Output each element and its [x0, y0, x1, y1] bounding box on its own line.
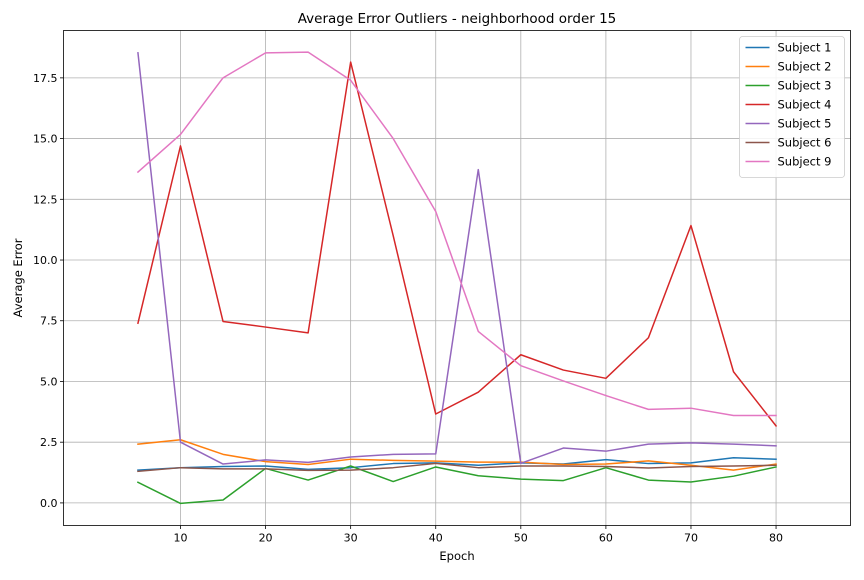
y-tick-label: 2.5 [40, 436, 58, 449]
grid-lines [63, 30, 851, 526]
legend: Subject 1 Subject 2 Subject 3 Subject 4 Subj… [739, 36, 845, 178]
x-tick-label: 10 [173, 532, 187, 545]
series-line-subject-4 [137, 61, 778, 427]
x-tick-label: 30 [344, 532, 358, 545]
series-line-subject-2 [137, 439, 777, 471]
series-line-subject-3 [136, 465, 777, 505]
series-lines [136, 51, 778, 505]
y-tick-label: 17.5 [33, 72, 58, 85]
y-tick-label: 10.0 [33, 254, 58, 267]
legend-label: Subject 2 [778, 60, 832, 74]
chart-title: Average Error Outliers - neighborhood or… [298, 11, 617, 27]
legend-item: Subject 9 [745, 155, 832, 169]
legend-item: Subject 6 [745, 136, 832, 150]
x-tick-label: 40 [429, 532, 443, 545]
y-tick-label: 12.5 [33, 193, 58, 206]
legend-label: Subject 3 [778, 79, 832, 93]
series-line-subject-9 [136, 51, 777, 417]
legend-label: Subject 4 [778, 98, 832, 112]
legend-label: Subject 9 [778, 155, 832, 169]
series-line-subject-5 [137, 52, 777, 465]
x-tick-label: 50 [514, 532, 528, 545]
y-axis-label: Average Error [11, 238, 25, 317]
x-tick-label: 70 [684, 532, 698, 545]
series-line-subject-6 [137, 462, 777, 473]
legend-label: Subject 5 [778, 117, 832, 131]
legend-label: Subject 6 [778, 136, 832, 150]
y-tick-label: 7.5 [40, 315, 58, 328]
y-tick-label: 15.0 [33, 133, 58, 146]
x-tick-label: 80 [769, 532, 783, 545]
y-tick-label: 5.0 [40, 375, 58, 388]
plot-frame [63, 30, 851, 526]
legend-label: Subject 1 [778, 41, 832, 55]
legend-item: Subject 1 [745, 41, 832, 55]
legend-item: Subject 2 [745, 60, 832, 74]
legend-item: Subject 3 [745, 79, 832, 93]
x-tick-label: 60 [599, 532, 613, 545]
legend-item: Subject 5 [745, 117, 832, 131]
y-tick-label: 0.0 [40, 497, 58, 510]
axis-ticks: 10 20 30 40 50 60 70 80 0.0 2.5 5.0 7.5 10.0 12.5 15.0… [33, 72, 783, 545]
legend-item: Subject 4 [745, 98, 832, 112]
x-tick-label: 20 [259, 532, 273, 545]
x-axis-label: Epoch [439, 549, 474, 563]
